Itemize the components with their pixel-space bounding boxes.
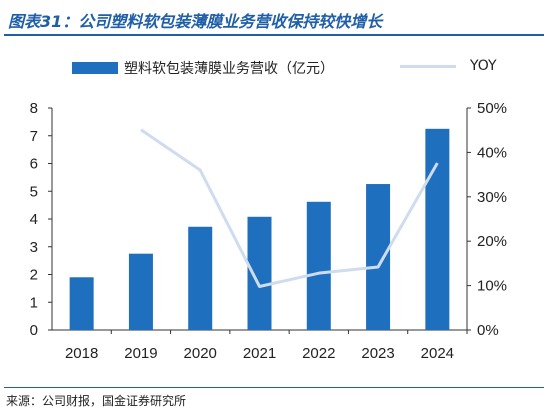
bar [128,253,153,330]
legend-item-revenue: 塑料软包装薄膜业务营收（亿元） [72,58,334,78]
left-tick-label: 3 [30,239,38,256]
bar [425,128,450,330]
left-tick-label: 6 [30,156,38,173]
legend: 塑料软包装薄膜业务营收（亿元） YOY [0,58,548,80]
chart-canvas: 0 1 2 3 4 5 6 7 8 0% 10% 20% 30% 40% 50% 2018 2019 2020 20… [30,100,507,362]
x-tick-label: 2019 [124,345,157,362]
left-tick-label: 0 [30,322,38,339]
legend-line-swatch [400,64,456,68]
bar [247,216,272,330]
right-tick-label: 20% [477,233,507,250]
x-tick-label: 2022 [302,345,335,362]
chart-title: 图表31：公司塑料软包装薄膜业务营收保持较快增长 [8,12,383,31]
right-tick-label: 0% [477,322,499,339]
right-tick-label: 40% [477,144,507,161]
left-tick-label: 7 [30,128,38,145]
yoy-line [140,128,439,288]
title-bar: 图表31：公司塑料软包装薄膜业务营收保持较快增长 [4,4,544,36]
legend-item-yoy: YOY [400,58,497,74]
bar [306,201,331,330]
footer-divider [4,387,544,388]
source-note: 来源：公司财报，国金证券研究所 [6,394,187,408]
left-tick-label: 8 [30,100,38,117]
left-tick-label: 1 [30,294,38,311]
x-tick-label: 2023 [361,345,394,362]
bar [188,226,213,330]
right-tick-label: 30% [477,189,507,206]
left-tick-label: 4 [30,211,38,228]
legend-label-yoy: YOY [470,58,497,74]
legend-bar-swatch [72,62,118,74]
x-tick-label: 2024 [421,345,454,362]
left-tick-label: 2 [30,267,38,284]
x-tick-label: 2020 [184,345,217,362]
bar [69,277,94,330]
legend-label-revenue: 塑料软包装薄膜业务营收（亿元） [124,61,334,77]
x-tick-label: 2021 [243,345,276,362]
right-tick-label: 10% [477,278,507,295]
x-tick-label: 2018 [65,345,98,362]
left-tick-label: 5 [30,183,38,200]
right-tick-label: 50% [477,100,507,117]
bar [366,184,391,330]
